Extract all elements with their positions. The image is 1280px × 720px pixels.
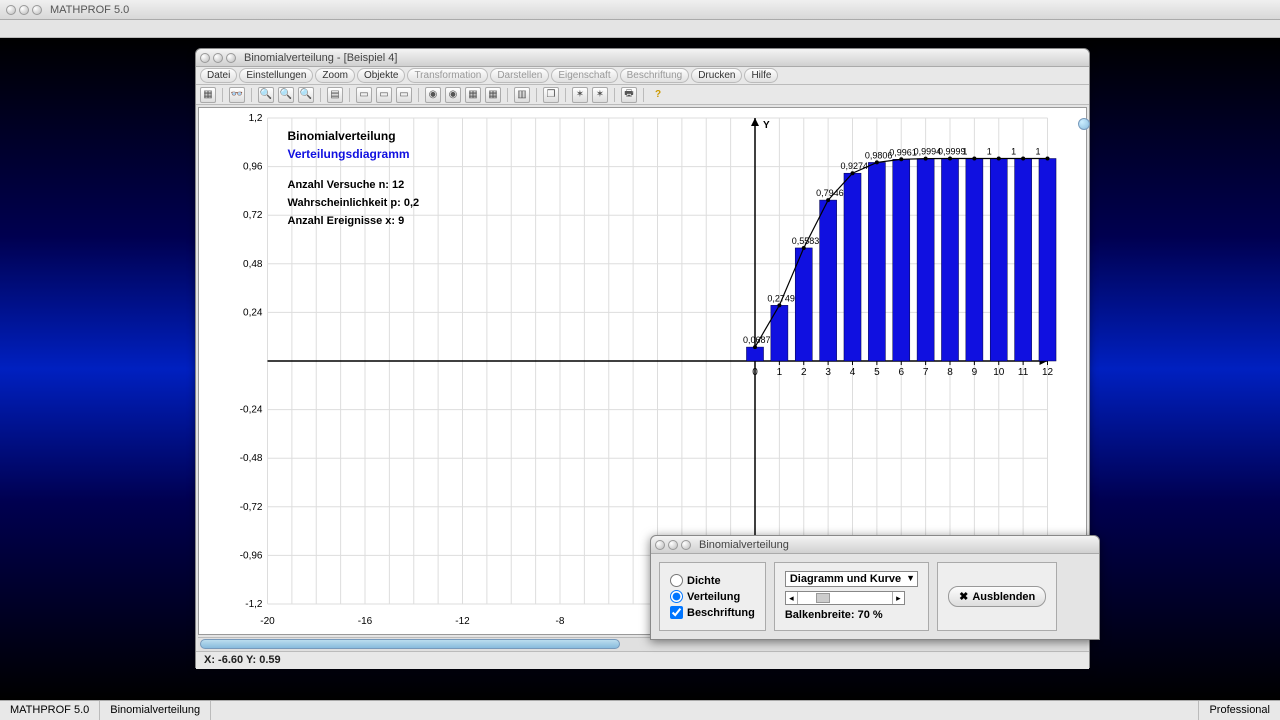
svg-text:-1,2: -1,2 bbox=[245, 599, 263, 610]
tool-e-icon[interactable]: ◉ bbox=[425, 87, 441, 103]
menu-beschriftung[interactable]: Beschriftung bbox=[620, 68, 690, 83]
app-titlebar: MATHPROF 5.0 bbox=[0, 0, 1280, 20]
menubar: DateiEinstellungenZoomObjekteTransformat… bbox=[196, 67, 1089, 85]
svg-text:-0,72: -0,72 bbox=[240, 502, 263, 513]
svg-text:Wahrscheinlichkeit p: 0,2: Wahrscheinlichkeit p: 0,2 bbox=[288, 197, 420, 209]
taskbar-doc[interactable]: Binomialverteilung bbox=[100, 701, 211, 720]
svg-text:0,72: 0,72 bbox=[243, 210, 263, 221]
mode-group: Dichte Verteilung Beschriftung bbox=[659, 562, 766, 631]
svg-text:1: 1 bbox=[1011, 147, 1016, 157]
svg-text:0,24: 0,24 bbox=[243, 307, 263, 318]
toolbar: ▦ 👓 🔍 🔍 🔍 ▤ ▭ ▭ ▭ ◉ ◉ ▦ ▦ ▥ ❐ ✶ ✶ 🖶 ? bbox=[196, 85, 1089, 105]
svg-text:4: 4 bbox=[850, 367, 856, 378]
control-panel: Binomialverteilung Dichte Verteilung Bes… bbox=[650, 535, 1100, 640]
tool-i-icon[interactable]: ▥ bbox=[514, 87, 530, 103]
menu-zoom[interactable]: Zoom bbox=[315, 68, 355, 83]
tool-help-icon[interactable]: ? bbox=[650, 87, 666, 103]
svg-text:Anzahl Ereignisse x: 9: Anzahl Ereignisse x: 9 bbox=[288, 215, 405, 227]
svg-text:11: 11 bbox=[1018, 367, 1029, 378]
hide-button[interactable]: ✖Ausblenden bbox=[948, 586, 1046, 607]
desktop: Binomialverteilung - [Beispiel 4] DateiE… bbox=[0, 38, 1280, 700]
tool-copy-icon[interactable]: ❐ bbox=[543, 87, 559, 103]
taskbar: MATHPROF 5.0 Binomialverteilung Professi… bbox=[0, 700, 1280, 720]
app-title: MATHPROF 5.0 bbox=[50, 4, 129, 16]
menu-transformation[interactable]: Transformation bbox=[407, 68, 488, 83]
svg-text:1: 1 bbox=[987, 147, 992, 157]
radio-verteilung[interactable]: Verteilung bbox=[670, 590, 755, 603]
menu-drucken[interactable]: Drucken bbox=[691, 68, 742, 83]
svg-text:-20: -20 bbox=[260, 616, 275, 627]
menu-datei[interactable]: Datei bbox=[200, 68, 237, 83]
barwidth-slider[interactable]: ◂▸ bbox=[785, 591, 905, 605]
svg-text:0: 0 bbox=[752, 367, 758, 378]
tool-zoomout-icon[interactable]: 🔍 bbox=[278, 87, 294, 103]
svg-text:-0,48: -0,48 bbox=[240, 453, 263, 464]
svg-text:0,7946: 0,7946 bbox=[816, 188, 844, 198]
svg-text:3: 3 bbox=[825, 367, 831, 378]
svg-text:0,96: 0,96 bbox=[243, 162, 263, 173]
tool-grid-icon[interactable]: ▦ bbox=[200, 87, 216, 103]
svg-text:12: 12 bbox=[1042, 367, 1054, 378]
action-group: ✖Ausblenden bbox=[937, 562, 1057, 631]
hide-icon: ✖ bbox=[959, 590, 968, 603]
svg-text:1: 1 bbox=[777, 367, 783, 378]
panel-titlebar[interactable]: Binomialverteilung bbox=[651, 536, 1099, 554]
svg-text:Y: Y bbox=[763, 120, 770, 131]
svg-text:6: 6 bbox=[898, 367, 904, 378]
tool-print-icon[interactable]: 🖶 bbox=[621, 87, 637, 103]
menu-objekte[interactable]: Objekte bbox=[357, 68, 405, 83]
svg-text:Anzahl Versuche n: 12: Anzahl Versuche n: 12 bbox=[288, 179, 405, 191]
tool-a-icon[interactable]: ▤ bbox=[327, 87, 343, 103]
radio-dichte[interactable]: Dichte bbox=[670, 574, 755, 587]
menu-darstellen[interactable]: Darstellen bbox=[490, 68, 549, 83]
display-group: Diagramm und Kurve ◂▸ Balkenbreite: 70 % bbox=[774, 562, 929, 631]
svg-text:-12: -12 bbox=[455, 616, 470, 627]
svg-text:Binomialverteilung: Binomialverteilung bbox=[288, 129, 396, 143]
tool-c-icon[interactable]: ▭ bbox=[376, 87, 392, 103]
tool-d-icon[interactable]: ▭ bbox=[396, 87, 412, 103]
tool-h-icon[interactable]: ▦ bbox=[485, 87, 501, 103]
chart-window-title: Binomialverteilung - [Beispiel 4] bbox=[244, 52, 397, 64]
window-controls[interactable] bbox=[6, 5, 42, 15]
svg-text:7: 7 bbox=[923, 367, 929, 378]
tool-glasses-icon[interactable]: 👓 bbox=[229, 87, 245, 103]
tool-x1-icon[interactable]: ✶ bbox=[572, 87, 588, 103]
svg-text:1,2: 1,2 bbox=[249, 113, 263, 124]
tool-g-icon[interactable]: ▦ bbox=[465, 87, 481, 103]
svg-text:2: 2 bbox=[801, 367, 807, 378]
menu-hilfe[interactable]: Hilfe bbox=[744, 68, 778, 83]
svg-text:10: 10 bbox=[993, 367, 1005, 378]
check-beschriftung[interactable]: Beschriftung bbox=[670, 606, 755, 619]
menu-einstellungen[interactable]: Einstellungen bbox=[239, 68, 313, 83]
panel-title: Binomialverteilung bbox=[699, 539, 789, 551]
tool-b-icon[interactable]: ▭ bbox=[356, 87, 372, 103]
outer-toolbar bbox=[0, 20, 1280, 38]
svg-text:-0,24: -0,24 bbox=[240, 405, 263, 416]
chart-statusbar: X: -6.60 Y: 0.59 bbox=[196, 651, 1089, 669]
svg-text:9: 9 bbox=[972, 367, 978, 378]
barwidth-label: Balkenbreite: 70 % bbox=[785, 609, 918, 621]
tool-f-icon[interactable]: ◉ bbox=[445, 87, 461, 103]
chart-window-titlebar[interactable]: Binomialverteilung - [Beispiel 4] bbox=[196, 49, 1089, 67]
tool-zoomin-icon[interactable]: 🔍 bbox=[258, 87, 274, 103]
svg-text:1: 1 bbox=[1036, 147, 1041, 157]
display-combo[interactable]: Diagramm und Kurve bbox=[785, 571, 918, 587]
menu-eigenschaft[interactable]: Eigenschaft bbox=[551, 68, 617, 83]
svg-text:Verteilungsdiagramm: Verteilungsdiagramm bbox=[288, 147, 410, 161]
tool-x2-icon[interactable]: ✶ bbox=[592, 87, 608, 103]
svg-text:-16: -16 bbox=[358, 616, 373, 627]
svg-text:0,48: 0,48 bbox=[243, 259, 263, 270]
svg-text:5: 5 bbox=[874, 367, 880, 378]
svg-text:-0,96: -0,96 bbox=[240, 550, 263, 561]
svg-text:0,9274: 0,9274 bbox=[841, 161, 869, 171]
tool-zoomfit-icon[interactable]: 🔍 bbox=[298, 87, 314, 103]
svg-text:-8: -8 bbox=[556, 616, 565, 627]
svg-text:8: 8 bbox=[947, 367, 953, 378]
coord-readout: X: -6.60 Y: 0.59 bbox=[204, 654, 281, 666]
taskbar-edition: Professional bbox=[1198, 701, 1280, 720]
vertical-scroll-thumb[interactable] bbox=[1078, 118, 1090, 130]
taskbar-app[interactable]: MATHPROF 5.0 bbox=[0, 701, 100, 720]
svg-text:1: 1 bbox=[962, 147, 967, 157]
